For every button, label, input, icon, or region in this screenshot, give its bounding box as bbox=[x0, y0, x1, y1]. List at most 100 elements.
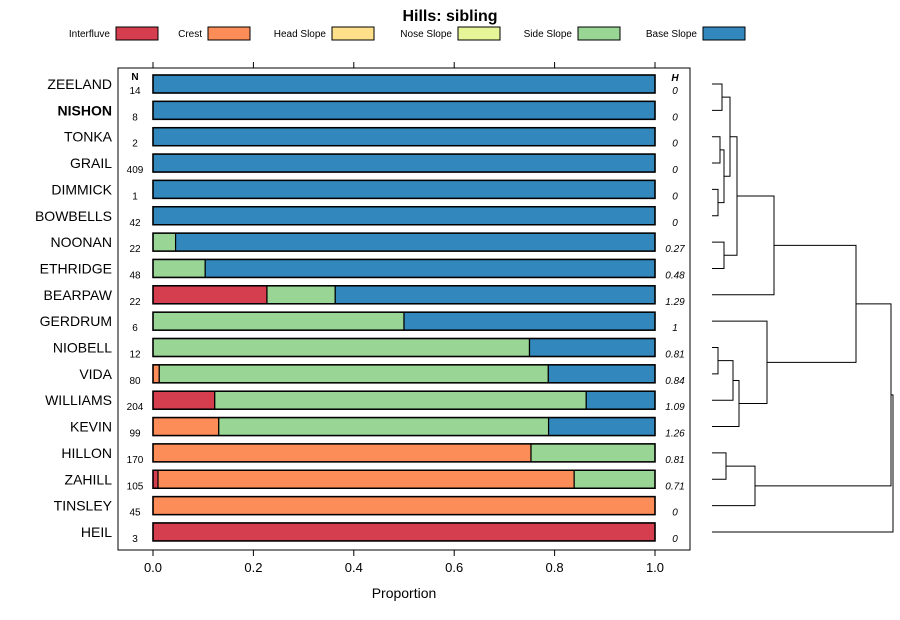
bar-segment-base-slope bbox=[152, 206, 656, 226]
row-n-count: 22 bbox=[129, 244, 141, 255]
x-tick-label: 0.0 bbox=[144, 560, 162, 575]
row-n-count: 2 bbox=[132, 139, 138, 150]
bar-segment-base-slope bbox=[585, 390, 656, 410]
bar-segment-base-slope bbox=[547, 364, 656, 384]
row-h-value: 0.84 bbox=[665, 376, 685, 387]
row-label: DIMMICK bbox=[51, 181, 112, 197]
row-label: GERDRUM bbox=[40, 313, 112, 329]
bar-segment-side-slope bbox=[158, 364, 549, 384]
bar-segment-side-slope bbox=[214, 390, 587, 410]
bar-segment-base-slope bbox=[174, 232, 656, 252]
row-h-value: 1.09 bbox=[665, 402, 685, 413]
row-n-count: 42 bbox=[129, 218, 141, 229]
row-n-count: 14 bbox=[129, 86, 141, 97]
x-axis-label: Proportion bbox=[372, 585, 437, 601]
n-column-header: N bbox=[131, 72, 138, 83]
bar-outline bbox=[152, 206, 656, 226]
legend-label-interfluve: Interfluve bbox=[69, 29, 111, 40]
row-h-value: 0 bbox=[672, 534, 678, 545]
legend-swatch-head-slope bbox=[331, 26, 375, 41]
row-label: TINSLEY bbox=[54, 498, 113, 514]
chart-title: Hills: sibling bbox=[402, 8, 497, 25]
row-label: BEARPAW bbox=[44, 287, 113, 303]
bar-outline bbox=[152, 469, 656, 489]
bar-outline bbox=[152, 126, 656, 147]
row-tonka: TONKA 2 0 bbox=[64, 126, 678, 150]
bar-segment-base-slope bbox=[152, 74, 656, 94]
bar-outline bbox=[152, 100, 656, 121]
row-n-count: 105 bbox=[127, 481, 144, 492]
dendrogram-branch bbox=[767, 244, 857, 363]
row-h-value: 0.27 bbox=[665, 244, 685, 255]
row-h-value: 0 bbox=[672, 165, 678, 176]
row-label: VIDA bbox=[79, 366, 112, 382]
row-n-count: 6 bbox=[132, 323, 138, 334]
bar-segment-interfluve bbox=[152, 390, 216, 410]
bar-outline bbox=[152, 495, 656, 516]
bar-segment-base-slope bbox=[547, 416, 656, 437]
bar-segment-crest bbox=[152, 364, 160, 384]
bar-segment-base-slope bbox=[403, 311, 656, 331]
row-hillon: HILLON 170 0.81 bbox=[61, 443, 685, 466]
row-kevin: KEVIN 99 1.26 bbox=[70, 416, 685, 440]
top-axis-ticks bbox=[152, 62, 656, 68]
row-n-count: 45 bbox=[129, 508, 141, 519]
bar-segment-base-slope bbox=[528, 337, 656, 358]
bar-outline bbox=[152, 522, 656, 542]
bar-segment-side-slope bbox=[152, 258, 206, 279]
legend-swatch-side-slope bbox=[577, 26, 621, 41]
bar-outline bbox=[152, 390, 656, 410]
row-h-value: 0.48 bbox=[665, 270, 685, 281]
row-n-count: 170 bbox=[127, 455, 144, 466]
row-label: WILLIAMS bbox=[45, 392, 112, 408]
row-zahill: ZAHILL 105 0.71 bbox=[65, 469, 685, 492]
legend-swatch-nose-slope bbox=[457, 26, 501, 41]
dendrogram-branch bbox=[712, 136, 721, 164]
x-tick-label: 0.6 bbox=[445, 560, 463, 575]
bar-outline bbox=[152, 337, 656, 358]
bar-segment-interfluve bbox=[152, 469, 159, 489]
row-h-value: 0.81 bbox=[665, 350, 684, 361]
dendrogram-branch bbox=[755, 303, 892, 487]
row-n-count: 12 bbox=[129, 350, 141, 361]
bar-segment-crest bbox=[152, 496, 656, 516]
bar-outline bbox=[152, 232, 656, 252]
bar-segment-side-slope bbox=[152, 232, 177, 252]
bar-segment-base-slope bbox=[152, 100, 656, 120]
row-h-value: 0 bbox=[672, 191, 678, 202]
dendrogram-branch bbox=[712, 195, 775, 296]
row-h-value: 1.26 bbox=[665, 429, 685, 440]
bar-segment-side-slope bbox=[266, 285, 336, 305]
bar-segment-base-slope bbox=[152, 179, 656, 199]
row-h-value: 0 bbox=[672, 86, 678, 97]
bar-segment-side-slope bbox=[152, 337, 531, 358]
dendrogram-branch bbox=[712, 465, 756, 507]
row-bowbells: BOWBELLS 42 0 bbox=[35, 206, 678, 229]
row-n-count: 3 bbox=[132, 534, 138, 545]
legend-swatch-base-slope bbox=[702, 26, 746, 41]
bar-segment-base-slope bbox=[204, 258, 656, 279]
bar-segment-side-slope bbox=[530, 443, 656, 463]
row-heil: HEIL 3 0 bbox=[81, 522, 678, 545]
row-label: NISHON bbox=[58, 102, 112, 118]
row-label: ZEELAND bbox=[47, 76, 112, 92]
row-tinsley: TINSLEY 45 0 bbox=[54, 495, 678, 519]
row-label: HEIL bbox=[81, 524, 112, 540]
row-noonan: NOONAN 22 0.27 bbox=[51, 232, 685, 255]
bar-segment-interfluve bbox=[152, 285, 268, 305]
h-column-header: H bbox=[671, 73, 679, 84]
row-h-value: 0 bbox=[672, 508, 678, 519]
bar-outline bbox=[152, 153, 656, 173]
row-n-count: 22 bbox=[129, 297, 141, 308]
bar-outline bbox=[152, 364, 656, 384]
bar-outline bbox=[152, 311, 656, 331]
legend-label-side-slope: Side Slope bbox=[524, 29, 573, 40]
row-h-value: 0.71 bbox=[665, 481, 684, 492]
dendrogram-branch bbox=[712, 241, 725, 269]
row-n-count: 204 bbox=[127, 402, 144, 413]
row-grail: GRAIL 409 0 bbox=[70, 153, 678, 176]
row-gerdrum: GERDRUM 6 1 bbox=[40, 311, 678, 334]
row-label: KEVIN bbox=[70, 419, 112, 435]
bar-segment-side-slope bbox=[573, 469, 656, 489]
